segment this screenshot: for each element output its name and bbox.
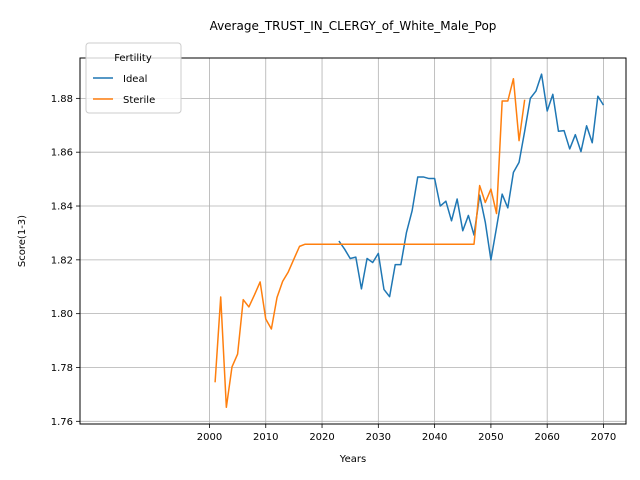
x-tick-label: 2010 — [253, 432, 278, 443]
y-tick-label: 1.80 — [51, 309, 73, 320]
x-tick-label: 2030 — [366, 432, 391, 443]
y-tick-label: 1.76 — [51, 417, 73, 428]
y-tick-label: 1.88 — [51, 94, 73, 105]
y-tick-label: 1.82 — [51, 255, 73, 266]
y-axis-label: Score(1-3) — [17, 215, 28, 267]
legend-label-sterile: Sterile — [123, 95, 155, 106]
x-tick-label: 2040 — [422, 432, 447, 443]
x-tick-label: 2000 — [197, 432, 222, 443]
x-axis-label: Years — [339, 454, 366, 465]
x-tick-label: 2070 — [591, 432, 616, 443]
y-tick-label: 1.86 — [51, 148, 73, 159]
x-tick-label: 2060 — [534, 432, 559, 443]
x-tick-label: 2020 — [309, 432, 334, 443]
legend: Fertility Ideal Sterile — [86, 43, 181, 113]
x-tick-label: 2050 — [478, 432, 503, 443]
y-tick-label: 1.78 — [51, 363, 73, 374]
y-tick-label: 1.84 — [51, 202, 73, 213]
chart-title: Average_TRUST_IN_CLERGY_of_White_Male_Po… — [210, 19, 497, 33]
legend-title: Fertility — [114, 53, 152, 64]
legend-label-ideal: Ideal — [123, 74, 147, 85]
